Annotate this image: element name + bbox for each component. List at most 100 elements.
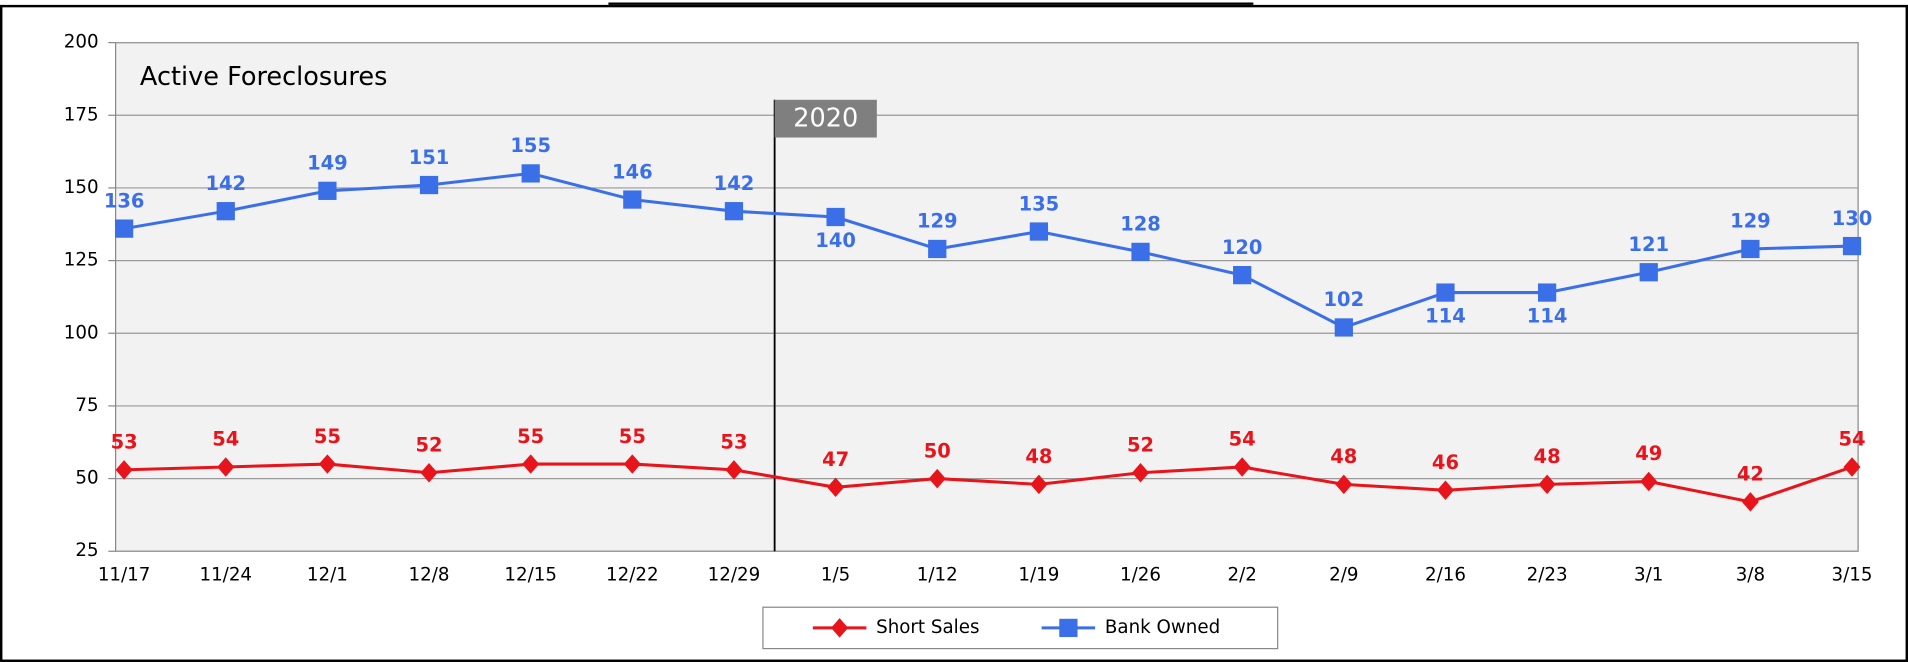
chart-title: Active Foreclosures	[140, 62, 387, 92]
marker	[1436, 480, 1454, 500]
annotation: 2020	[793, 103, 858, 133]
x-tick-label: 2/9	[1329, 565, 1358, 586]
x-tick-label: 12/22	[606, 565, 659, 586]
data-label: 128	[1120, 213, 1161, 236]
data-label: 46	[1432, 451, 1459, 474]
x-tick-label: 2/2	[1227, 565, 1256, 586]
x-tick-label: 2/16	[1425, 565, 1466, 586]
x-tick-label: 11/24	[199, 565, 252, 586]
marker	[928, 239, 947, 259]
marker	[216, 202, 235, 221]
data-label: 53	[111, 431, 138, 454]
data-label: 146	[612, 160, 653, 183]
marker	[623, 190, 642, 209]
marker	[827, 477, 845, 498]
marker	[1741, 492, 1759, 512]
data-label: 142	[205, 172, 246, 195]
data-label: 54	[212, 428, 239, 451]
marker	[831, 618, 849, 638]
data-label: 50	[924, 439, 951, 462]
data-label: 155	[510, 134, 551, 157]
data-label: 55	[619, 425, 646, 448]
marker	[1233, 457, 1251, 477]
x-tick-label: 11/17	[98, 565, 151, 586]
x-tick-label: 1/12	[917, 565, 958, 586]
frame	[0, 4, 1908, 662]
data-label: 55	[314, 425, 341, 448]
data-label: 48	[1025, 445, 1052, 468]
y-tick-label: 175	[64, 104, 99, 125]
marker	[1335, 474, 1353, 495]
data-label: 49	[1635, 442, 1662, 465]
data-label: 120	[1222, 236, 1263, 259]
x-tick-label: 12/1	[307, 565, 348, 586]
data-label: 48	[1534, 445, 1561, 468]
marker	[1436, 283, 1455, 302]
x-tick-label: 12/8	[409, 565, 450, 586]
marker	[1741, 239, 1760, 259]
data-label: 140	[815, 229, 856, 252]
data-label: 129	[1730, 210, 1771, 233]
data-label: 130	[1832, 207, 1873, 230]
marker	[826, 207, 845, 227]
x-tick-label: 1/19	[1018, 565, 1059, 586]
annotation-box	[774, 99, 877, 138]
data-label: 54	[1838, 428, 1865, 451]
x-tick-label: 3/15	[1832, 565, 1873, 586]
x-tick-label: 2/23	[1527, 565, 1568, 586]
data-label: 135	[1019, 192, 1060, 215]
plot-area	[114, 42, 1859, 552]
data-label: 121	[1628, 233, 1669, 256]
data-label: 52	[1127, 434, 1154, 457]
y-tick-label: 150	[64, 177, 99, 198]
data-label: 102	[1324, 288, 1365, 311]
data-label: 48	[1330, 445, 1357, 468]
data-label: 47	[822, 448, 849, 471]
legend-label: Bank Owned	[1105, 617, 1220, 638]
y-tick-label: 25	[75, 540, 98, 561]
data-label: 42	[1737, 463, 1764, 486]
y-tick-label: 125	[64, 250, 99, 271]
data-label: 129	[917, 210, 958, 233]
marker	[1537, 283, 1557, 302]
marker	[623, 454, 641, 474]
x-tick-label: 12/29	[708, 565, 761, 586]
marker	[521, 164, 540, 183]
x-tick-label: 3/8	[1736, 565, 1765, 586]
y-tick-label: 75	[75, 395, 98, 416]
data-label: 136	[104, 189, 145, 212]
marker	[1131, 242, 1150, 262]
data-label: 114	[1425, 304, 1466, 327]
marker	[1334, 318, 1353, 337]
x-tick-label: 12/15	[504, 565, 557, 586]
marker	[1842, 236, 1862, 256]
legend-label: Short Sales	[876, 617, 979, 638]
x-tick-label: 3/1	[1634, 565, 1663, 586]
marker	[725, 460, 743, 480]
data-label: 149	[307, 152, 348, 175]
series-line	[124, 462, 1853, 504]
marker	[1639, 263, 1658, 282]
data-label: 114	[1527, 304, 1568, 327]
marker	[318, 454, 336, 474]
marker	[1640, 471, 1658, 492]
marker	[1538, 474, 1556, 495]
y-tick-label: 50	[75, 468, 98, 489]
series-line	[123, 171, 1853, 330]
marker	[1233, 266, 1252, 285]
marker	[318, 181, 337, 200]
x-tick-label: 1/26	[1120, 565, 1161, 586]
data-label: 52	[416, 434, 443, 457]
marker	[1059, 618, 1078, 638]
data-label: 54	[1229, 428, 1256, 451]
marker	[419, 175, 439, 195]
data-label: 55	[517, 425, 544, 448]
data-label: 142	[714, 172, 755, 195]
marker	[1029, 222, 1049, 241]
data-label: 151	[409, 146, 450, 169]
y-tick-label: 100	[64, 322, 99, 343]
x-tick-label: 1/5	[821, 565, 850, 586]
data-label: 53	[720, 431, 747, 454]
marker	[724, 202, 744, 221]
